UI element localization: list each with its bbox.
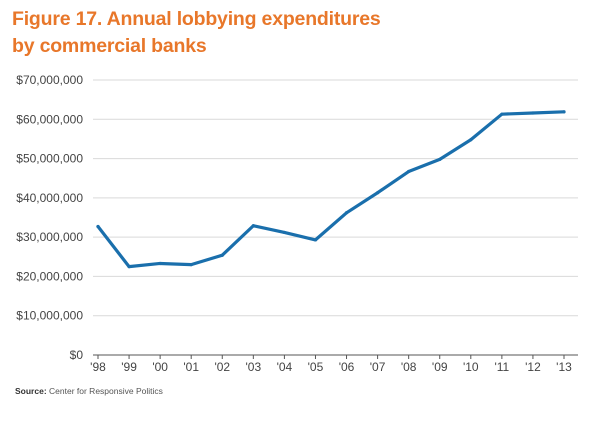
data-point <box>376 191 380 195</box>
data-point <box>313 238 318 242</box>
y-tick-label: $20,000,000 <box>16 269 83 283</box>
series-line <box>96 110 566 269</box>
source-label: Source: <box>15 386 47 396</box>
data-point <box>220 253 224 257</box>
x-tick-label: '13 <box>556 360 572 374</box>
x-tick-label: '10 <box>463 360 479 374</box>
x-tick-label: '07 <box>370 360 386 374</box>
x-tick-label: '99 <box>121 360 137 374</box>
x-tick-label: '98 <box>90 360 106 374</box>
x-tick-label: '09 <box>432 360 448 374</box>
chart-title: Figure 17. Annual lobbying expenditures … <box>12 6 572 60</box>
y-tick-label: $40,000,000 <box>16 191 83 205</box>
x-tick-label: '02 <box>214 360 230 374</box>
data-point <box>96 224 100 229</box>
data-point <box>251 224 255 228</box>
data-point <box>158 261 162 266</box>
chart-title-line1: Figure 17. Annual lobbying expenditures <box>12 8 381 30</box>
data-point <box>562 110 566 114</box>
data-point <box>438 157 442 161</box>
x-tick-label: '05 <box>308 360 324 374</box>
source-note: Source: Center for Responsive Politics <box>15 386 163 396</box>
data-point <box>127 265 131 269</box>
data-point <box>469 138 473 142</box>
data-point <box>282 230 286 235</box>
x-tick-label: '00 <box>152 360 168 374</box>
x-tick-label: '03 <box>246 360 262 374</box>
source-text: Center for Responsive Politics <box>49 386 163 396</box>
data-point <box>500 112 504 116</box>
y-tick-label: $10,000,000 <box>16 309 83 323</box>
chart-title-line2: by commercial banks <box>12 35 207 57</box>
y-tick-label: $60,000,000 <box>16 112 83 126</box>
x-tick-label: '06 <box>339 360 355 374</box>
x-tick-label: '01 <box>183 360 199 374</box>
data-point <box>407 169 411 174</box>
y-tick-label: $50,000,000 <box>16 152 83 166</box>
x-tick-label: '12 <box>525 360 541 374</box>
y-tick-label: $30,000,000 <box>16 230 83 244</box>
y-tick-label: $70,000,000 <box>16 73 83 87</box>
data-point <box>531 111 535 115</box>
x-tick-label: '11 <box>494 360 509 374</box>
x-tick-label: '04 <box>277 360 293 374</box>
data-point <box>344 211 349 215</box>
x-tick-label: '08 <box>401 360 417 374</box>
data-point <box>189 263 193 267</box>
y-tick-label: $0 <box>70 348 84 362</box>
